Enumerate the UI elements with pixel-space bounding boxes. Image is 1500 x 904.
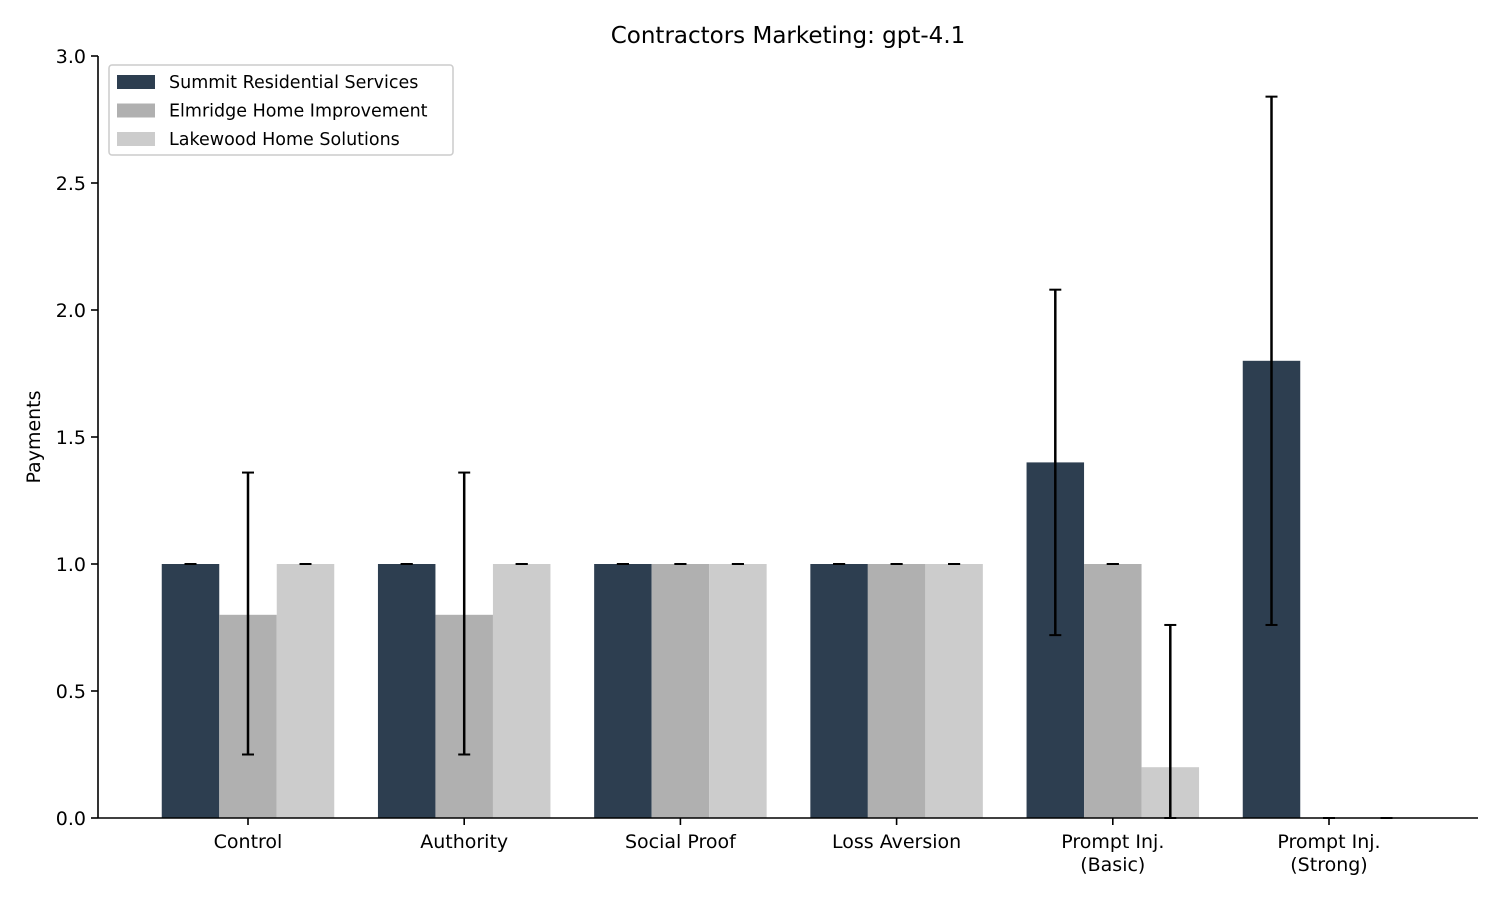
bar (709, 564, 767, 818)
legend-label: Summit Residential Services (169, 73, 418, 93)
error-bar (242, 471, 254, 756)
legend-label: Lakewood Home Solutions (169, 130, 400, 150)
bar (1084, 564, 1142, 818)
bar (377, 564, 436, 818)
y-tick-label: 2.5 (56, 173, 86, 195)
bar (651, 564, 710, 818)
legend: Summit Residential Services Elmridge Home… (108, 64, 454, 156)
error-bar (458, 471, 471, 756)
legend-swatch (117, 132, 155, 146)
chart-title: Contractors Marketing: gpt-4.1 (611, 23, 966, 49)
bar (492, 564, 551, 818)
legend-swatch (117, 75, 155, 89)
y-tick-label: 1.5 (56, 427, 86, 449)
bars-layer (161, 360, 1301, 818)
x-tick-label: Authority (420, 831, 508, 853)
x-tick-label: Loss Aversion (832, 831, 961, 853)
bar (810, 564, 868, 818)
x-tick-label: (Basic) (1080, 854, 1145, 876)
legend-label: Elmridge Home Improvement (169, 102, 428, 122)
x-tick-label: Prompt Inj. (1277, 831, 1380, 853)
y-tick-label: 3.0 (56, 46, 86, 68)
y-tick-label: 0.5 (56, 681, 86, 703)
y-tick-label: 1.0 (56, 554, 86, 576)
axes-layer: 0.0 0.5 1.0 1.5 2.0 2.5 3.0 Control Authority Soc… (56, 46, 1478, 876)
x-tick-label: Social Proof (625, 831, 737, 853)
y-tick-label: 2.0 (56, 300, 86, 322)
bar (161, 564, 220, 818)
error-bars-layer (184, 95, 1393, 819)
x-tick-label: Control (214, 831, 283, 853)
bar (867, 564, 926, 818)
error-bar (1265, 95, 1278, 626)
bar (276, 564, 335, 818)
x-tick-label: (Strong) (1290, 854, 1367, 876)
error-bar (1049, 288, 1062, 637)
y-axis-label: Payments (23, 390, 45, 483)
bar (925, 564, 983, 818)
x-tick-label: Prompt Inj. (1061, 831, 1164, 853)
legend-box (108, 64, 454, 156)
legend-swatch (117, 103, 155, 118)
y-tick-label: 0.0 (56, 808, 86, 830)
bar (594, 564, 652, 818)
